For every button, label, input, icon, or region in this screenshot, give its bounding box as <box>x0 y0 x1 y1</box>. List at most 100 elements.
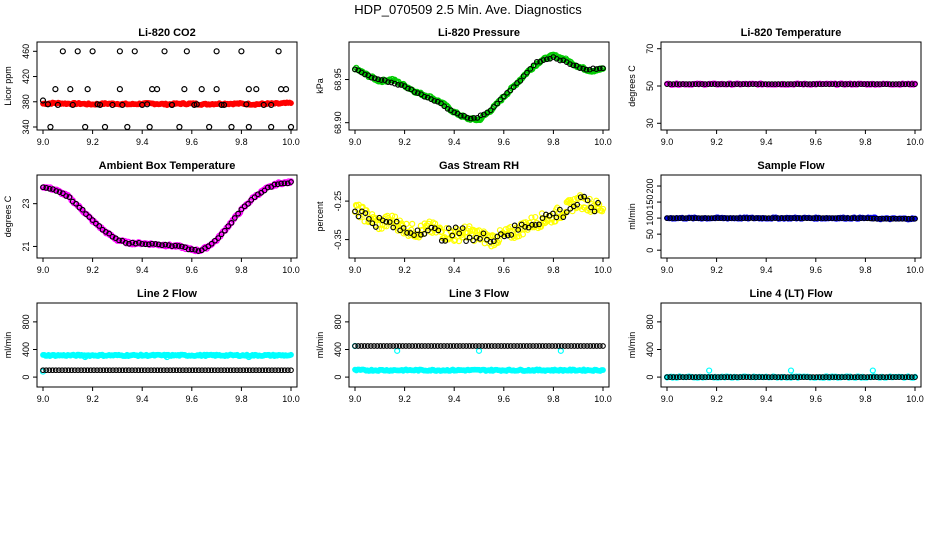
data-point <box>180 367 186 374</box>
chart-panel-8: Line 3 Flow ml/min 9.0 9.2 9.4 9.6 9.8 10.0 0 400… <box>315 288 612 404</box>
data-point <box>743 215 750 221</box>
data-point <box>527 343 533 349</box>
data-point <box>886 81 893 87</box>
x-tick-label: 9.8 <box>235 265 248 275</box>
data-point <box>886 215 893 222</box>
data-point <box>59 48 66 55</box>
data-point <box>452 236 459 243</box>
data-point <box>842 215 848 221</box>
data-point <box>213 86 220 93</box>
x-tick-label: 9.6 <box>186 394 199 404</box>
data-point <box>524 69 530 76</box>
data-point <box>371 75 378 82</box>
data-point <box>571 343 578 349</box>
data-point <box>277 86 285 93</box>
data-point <box>676 81 683 87</box>
data-point <box>195 248 202 254</box>
data-point <box>549 343 555 349</box>
data-point <box>272 367 278 374</box>
data-point <box>425 343 431 349</box>
data-point <box>695 374 702 380</box>
data-point <box>858 374 864 380</box>
data-point <box>905 81 912 87</box>
data-point <box>452 224 459 231</box>
data-point <box>73 200 79 207</box>
data-point <box>75 367 81 374</box>
data-point <box>899 374 906 380</box>
x-tick-label: 9.6 <box>498 265 511 275</box>
plot-frame <box>36 41 298 131</box>
data-point <box>769 215 775 221</box>
data-point <box>896 215 902 222</box>
data-point <box>730 374 737 380</box>
data-point <box>132 367 139 374</box>
data-point <box>352 208 358 215</box>
data-point <box>385 79 391 85</box>
data-point <box>215 235 222 241</box>
y-axis-label: ml/min <box>627 203 637 230</box>
data-point <box>438 237 445 244</box>
x-tick-label: 9.4 <box>136 137 149 147</box>
data-point <box>395 82 401 88</box>
data-point <box>362 210 369 216</box>
data-point <box>772 374 778 380</box>
data-point <box>670 81 677 87</box>
series-2 <box>40 179 294 254</box>
chart-panel-9: Line 4 (LT) Flow ml/min 9.0 9.2 9.4 9.6 9.8 10.… <box>627 288 924 404</box>
plot-frame <box>348 302 610 388</box>
data-point <box>371 343 377 349</box>
data-point <box>548 219 555 226</box>
data-point <box>708 215 715 221</box>
series-3 <box>40 367 294 374</box>
data-point <box>718 215 724 221</box>
data-point <box>708 81 715 87</box>
x-tick-label: 9.2 <box>710 394 723 404</box>
data-point <box>374 343 381 349</box>
data-point <box>517 78 524 84</box>
data-point <box>807 215 813 221</box>
data-point <box>552 343 559 349</box>
data-point <box>718 374 724 380</box>
data-point <box>893 81 899 87</box>
data-point <box>797 81 804 87</box>
data-point <box>368 74 375 81</box>
x-tick-label: 9.8 <box>859 265 872 275</box>
data-point <box>220 101 228 109</box>
data-point <box>832 374 839 380</box>
data-point <box>746 215 753 221</box>
data-point <box>391 213 399 220</box>
x-tick-label: 9.2 <box>86 265 99 275</box>
data-point <box>527 65 534 72</box>
data-point <box>869 367 876 374</box>
data-point <box>772 215 778 221</box>
data-point <box>403 220 410 227</box>
data-point <box>570 62 577 69</box>
data-point <box>896 374 902 380</box>
data-point <box>169 243 175 250</box>
data-point <box>205 367 212 374</box>
data-point <box>170 367 177 374</box>
data-point <box>409 343 416 349</box>
data-point <box>218 101 225 109</box>
data-point <box>175 243 182 249</box>
data-point <box>173 367 180 374</box>
data-point <box>711 374 718 380</box>
data-point <box>769 81 775 87</box>
y-tick-label: 50 <box>645 229 655 239</box>
plot-frame <box>36 302 298 388</box>
data-point <box>79 206 86 213</box>
data-point <box>176 367 183 374</box>
data-point <box>807 81 813 87</box>
data-point <box>778 81 785 87</box>
x-tick-label: 9.2 <box>398 394 411 404</box>
data-point <box>883 215 890 222</box>
data-point <box>142 241 149 248</box>
data-point <box>686 215 693 221</box>
data-point <box>791 374 798 380</box>
data-point <box>479 343 486 349</box>
data-point <box>146 123 153 131</box>
data-point <box>695 81 702 87</box>
data-point <box>667 374 674 380</box>
data-point <box>826 215 833 221</box>
